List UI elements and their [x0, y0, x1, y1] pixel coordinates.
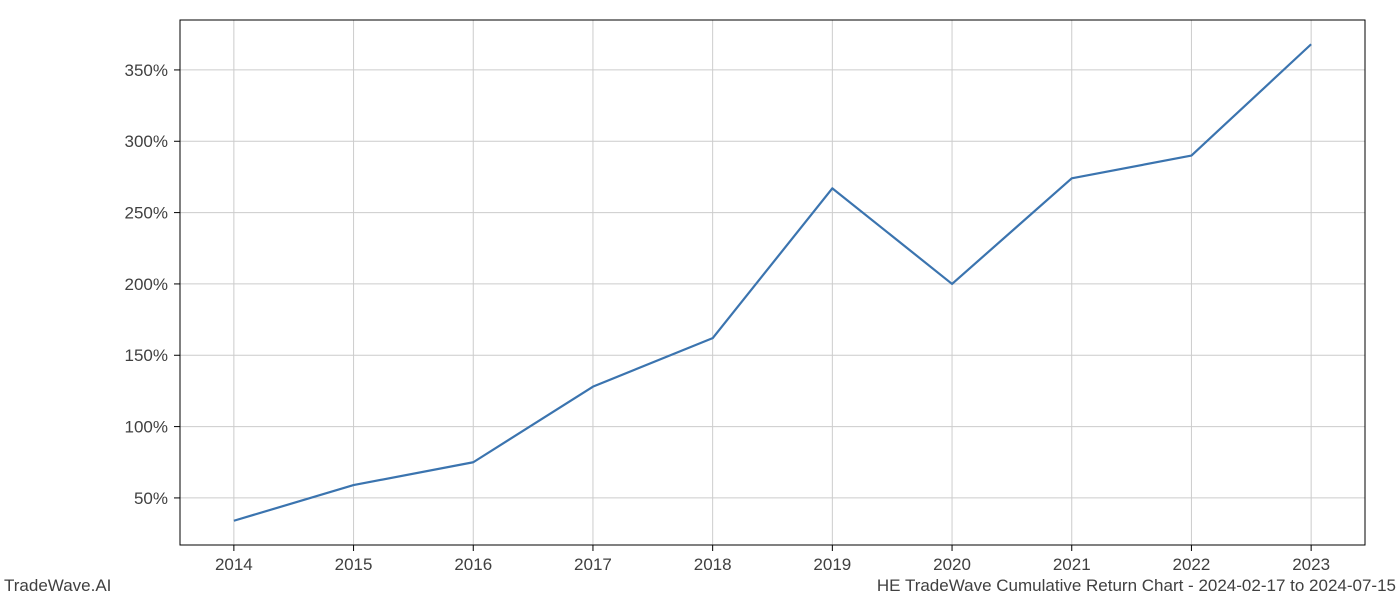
- y-tick-label: 250%: [125, 204, 168, 223]
- chart-footer: TradeWave.AI HE TradeWave Cumulative Ret…: [0, 572, 1400, 600]
- y-tick-label: 350%: [125, 61, 168, 80]
- footer-right-label: HE TradeWave Cumulative Return Chart - 2…: [877, 576, 1396, 596]
- line-chart: 2014201520162017201820192020202120222023…: [0, 0, 1400, 600]
- y-tick-label: 150%: [125, 346, 168, 365]
- y-tick-label: 50%: [134, 489, 168, 508]
- y-tick-label: 100%: [125, 418, 168, 437]
- y-tick-label: 200%: [125, 275, 168, 294]
- y-tick-label: 300%: [125, 132, 168, 151]
- chart-container: 2014201520162017201820192020202120222023…: [0, 0, 1400, 600]
- footer-left-label: TradeWave.AI: [4, 576, 111, 596]
- plot-background: [0, 0, 1400, 600]
